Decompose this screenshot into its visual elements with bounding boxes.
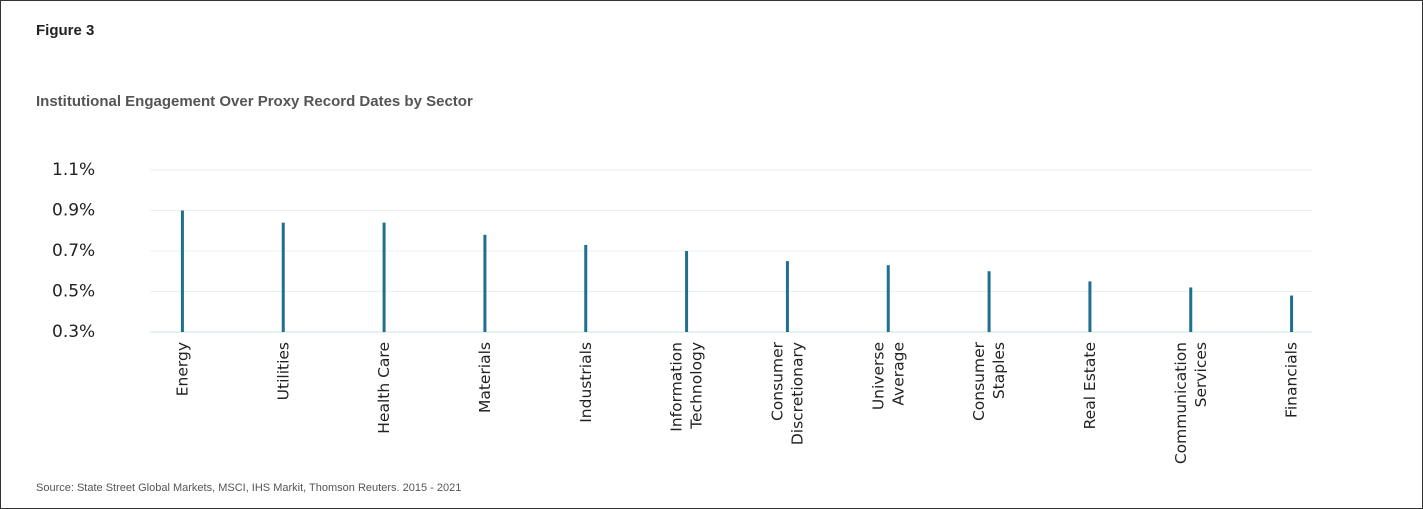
bar xyxy=(382,222,386,332)
bar xyxy=(987,271,991,332)
x-tick-label: Universe Average xyxy=(869,342,907,410)
y-tick-label: 0.3% xyxy=(52,322,95,342)
bar xyxy=(180,210,184,332)
x-tick-label: Consumer Discretionary xyxy=(768,341,806,445)
bar xyxy=(1290,295,1294,332)
x-tick-label: Energy xyxy=(173,342,191,396)
y-tick-label: 0.9% xyxy=(52,201,95,221)
y-tick-label: 0.5% xyxy=(52,282,95,302)
x-tick-label: Real Estate xyxy=(1080,342,1098,429)
y-tick-label: 1.1% xyxy=(52,160,95,180)
bar xyxy=(685,251,689,332)
chart-subtitle: Institutional Engagement Over Proxy Reco… xyxy=(36,93,473,110)
bar xyxy=(1189,287,1193,332)
x-tick-label: Materials xyxy=(475,342,493,413)
bar xyxy=(281,222,285,332)
bar xyxy=(886,265,890,332)
chart-title: Figure 3 xyxy=(36,22,94,39)
bar xyxy=(1088,281,1092,332)
x-tick-label: Communication Services xyxy=(1171,342,1209,464)
bar xyxy=(483,234,487,332)
bar xyxy=(785,261,789,332)
source-note: Source: State Street Global Markets, MSC… xyxy=(36,482,461,494)
x-tick-label: Financials xyxy=(1282,342,1300,418)
x-tick-label: Health Care xyxy=(375,342,393,434)
y-tick-label: 0.7% xyxy=(52,241,95,261)
x-tick-label: Utilities xyxy=(274,342,292,400)
x-tick-label: Industrials xyxy=(576,342,594,423)
x-tick-label: Consumer Staples xyxy=(970,341,1008,421)
x-tick-label: Information Technology xyxy=(667,342,705,432)
bar xyxy=(584,244,588,332)
